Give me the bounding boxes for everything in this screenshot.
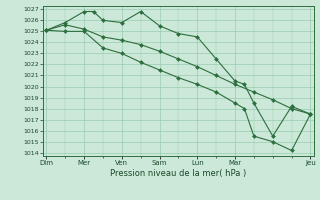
X-axis label: Pression niveau de la mer( hPa ): Pression niveau de la mer( hPa ) [110, 169, 246, 178]
